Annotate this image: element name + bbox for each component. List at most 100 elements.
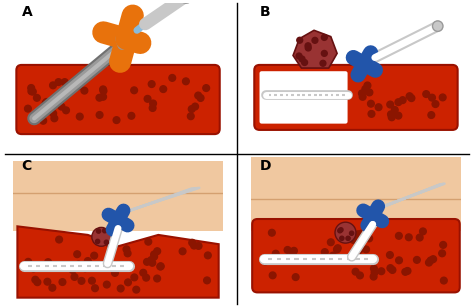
Circle shape (93, 237, 100, 244)
FancyBboxPatch shape (13, 161, 223, 231)
Circle shape (328, 239, 334, 246)
Circle shape (74, 251, 81, 258)
Circle shape (399, 97, 406, 103)
Circle shape (428, 112, 435, 119)
Text: B: B (260, 5, 270, 19)
Circle shape (107, 241, 113, 248)
Circle shape (40, 117, 46, 124)
Circle shape (149, 259, 155, 266)
Circle shape (131, 87, 137, 94)
Circle shape (26, 264, 33, 271)
Circle shape (45, 259, 52, 266)
Circle shape (144, 258, 150, 265)
Circle shape (55, 79, 62, 85)
Circle shape (157, 263, 164, 270)
FancyBboxPatch shape (254, 65, 457, 130)
Circle shape (157, 263, 164, 270)
Circle shape (28, 88, 35, 95)
Circle shape (102, 229, 107, 233)
Circle shape (95, 239, 100, 243)
Circle shape (56, 236, 63, 243)
Circle shape (188, 106, 195, 112)
Circle shape (299, 56, 305, 62)
Circle shape (346, 236, 350, 240)
Circle shape (334, 246, 340, 253)
Circle shape (370, 273, 377, 280)
Circle shape (329, 252, 337, 259)
Circle shape (91, 252, 98, 259)
Circle shape (97, 229, 100, 233)
Circle shape (290, 250, 296, 257)
Circle shape (359, 90, 365, 97)
Polygon shape (293, 30, 337, 68)
Circle shape (197, 95, 204, 101)
Circle shape (359, 94, 366, 100)
Circle shape (357, 245, 364, 252)
Circle shape (42, 100, 49, 107)
Circle shape (338, 229, 342, 233)
Circle shape (113, 117, 120, 123)
Circle shape (355, 231, 361, 238)
Circle shape (364, 82, 371, 89)
Circle shape (187, 113, 194, 120)
Circle shape (34, 95, 40, 101)
Circle shape (160, 86, 167, 92)
Circle shape (363, 246, 369, 253)
Circle shape (404, 268, 411, 274)
Circle shape (89, 277, 95, 284)
Circle shape (28, 85, 35, 91)
Circle shape (75, 83, 82, 90)
Circle shape (114, 216, 122, 224)
Circle shape (432, 21, 443, 31)
Circle shape (82, 265, 89, 272)
Circle shape (301, 60, 308, 65)
Circle shape (111, 270, 118, 276)
Circle shape (25, 105, 31, 112)
Circle shape (43, 100, 50, 107)
Circle shape (125, 279, 131, 286)
Circle shape (432, 101, 439, 107)
Circle shape (76, 113, 83, 120)
Circle shape (92, 227, 111, 246)
Circle shape (388, 114, 395, 121)
Circle shape (262, 258, 269, 265)
Text: C: C (22, 159, 32, 173)
Circle shape (191, 242, 197, 249)
Circle shape (195, 243, 202, 249)
Circle shape (150, 100, 156, 107)
Circle shape (118, 285, 124, 292)
Circle shape (439, 250, 446, 257)
Circle shape (350, 237, 357, 243)
Circle shape (269, 272, 276, 279)
Circle shape (189, 239, 196, 246)
Circle shape (144, 95, 151, 102)
Circle shape (440, 277, 447, 284)
Circle shape (143, 274, 149, 281)
Circle shape (100, 86, 107, 93)
FancyBboxPatch shape (17, 65, 220, 134)
Circle shape (291, 247, 297, 254)
Circle shape (25, 258, 32, 265)
Circle shape (388, 111, 394, 118)
Circle shape (305, 45, 311, 51)
Circle shape (428, 94, 436, 101)
Circle shape (362, 86, 369, 92)
Circle shape (352, 268, 359, 275)
FancyBboxPatch shape (252, 219, 460, 292)
Circle shape (395, 99, 402, 106)
Circle shape (59, 279, 66, 286)
Circle shape (413, 257, 420, 263)
Circle shape (44, 278, 51, 285)
Circle shape (63, 107, 69, 114)
Circle shape (378, 268, 385, 274)
Circle shape (140, 269, 146, 276)
Circle shape (100, 87, 107, 94)
Circle shape (131, 274, 137, 281)
Circle shape (148, 257, 155, 263)
Polygon shape (18, 226, 219, 298)
Circle shape (154, 275, 161, 282)
Circle shape (366, 89, 373, 96)
Circle shape (182, 78, 189, 85)
Circle shape (43, 99, 50, 105)
Circle shape (96, 111, 103, 118)
